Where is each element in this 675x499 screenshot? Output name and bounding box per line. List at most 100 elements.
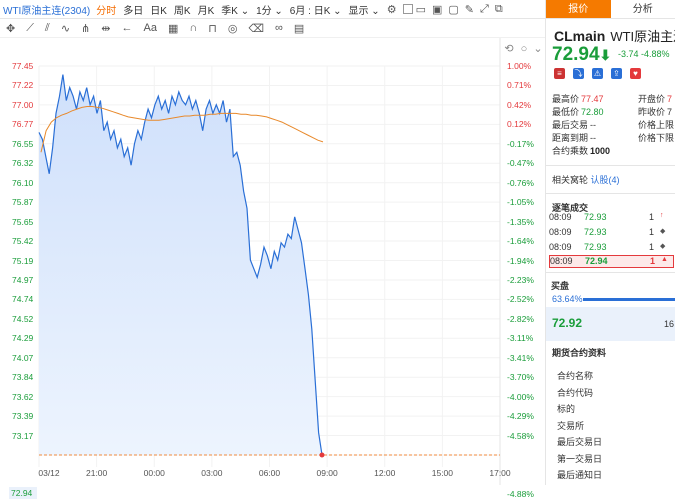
undo-icon[interactable]: ⟲ <box>504 43 513 55</box>
symbol-name: WTI原油主连 <box>610 29 675 44</box>
text-icon[interactable]: Aa <box>143 22 156 34</box>
futures-info-item: 合约代码 <box>557 386 593 399</box>
stat-value: 1000 <box>590 146 610 156</box>
y-tick-left: 77.45 <box>12 61 33 71</box>
window-icon[interactable]: ▢ <box>448 3 458 16</box>
chart-badge-icon[interactable]: ⤵ <box>573 68 584 79</box>
y-tick-left: 76.55 <box>12 139 33 149</box>
related-label: 相关窝轮 <box>552 175 588 185</box>
last-price: 72.94⬇ <box>552 44 611 66</box>
tab-intraday[interactable]: 分时 <box>96 2 116 17</box>
y-tick-right: 0.42% <box>507 100 531 110</box>
stat-key: 最低价 <box>552 107 579 117</box>
link-icon[interactable]: ∞ <box>275 22 283 34</box>
magnet-icon[interactable]: ∩ <box>189 22 197 34</box>
trade-direction-icon: ◆ <box>660 227 665 235</box>
y-tick-left: 77.22 <box>12 80 33 90</box>
price-change: -3.74 -4.88% <box>618 49 670 59</box>
trade-direction-icon: ↑ <box>660 212 664 219</box>
range-dropdown[interactable]: 6月 : 日K ⌄ <box>290 2 342 17</box>
fork-icon[interactable]: ⋔ <box>81 22 90 35</box>
symbol-code: CLmain <box>554 28 605 44</box>
quote-panel: 报价 分析 CLmainWTI原油主连 72.94⬇ -3.74 -4.88% … <box>545 0 675 485</box>
stat-key: 距离到期 <box>552 133 588 143</box>
collapse-icon[interactable]: ⌄ <box>533 43 542 55</box>
tab-quote[interactable]: 报价 <box>546 0 611 18</box>
circle-icon[interactable]: ○ <box>521 43 528 55</box>
resize-icon[interactable]: ⤢ <box>480 3 489 16</box>
futures-info-item: 最后通知日 <box>557 468 602 481</box>
down-arrow-icon: ⬇ <box>600 47 612 63</box>
crosshair-icon[interactable]: ✥ <box>6 22 15 35</box>
tab-daily-k[interactable]: 日K <box>150 2 167 17</box>
x-tick: 15:00 <box>432 468 453 478</box>
instrument-title[interactable]: WTI原油主连(2304) <box>3 2 90 17</box>
stat-item: 距离到期-- <box>552 131 596 144</box>
layers-icon[interactable]: ▤ <box>294 22 304 35</box>
stat-value: 7 <box>667 107 672 117</box>
badge-icons: ≡ ⤵ ⚠ ⇪ ♥ <box>554 68 649 79</box>
favorite-heart-icon[interactable]: ♥ <box>630 68 641 79</box>
lock-icon[interactable]: ⊓ <box>208 22 217 35</box>
trade-time: 08:09 <box>550 256 573 266</box>
trade-price: 72.93 <box>584 242 607 252</box>
related-link[interactable]: 认股(4) <box>591 175 620 185</box>
bid-ratio-bar <box>583 298 675 301</box>
y-tick-left: 77.00 <box>12 100 33 110</box>
tab-quarterly-k[interactable]: 季K ⌄ <box>221 2 249 17</box>
y-tick-left: 73.62 <box>12 392 33 402</box>
y-tick-left: 75.65 <box>12 217 33 227</box>
arrow-icon[interactable]: ← <box>121 22 132 34</box>
tab-analysis[interactable]: 分析 <box>611 0 675 18</box>
alert-badge-icon[interactable]: ⚠ <box>592 68 603 79</box>
bid-pct: 63.64% <box>552 294 583 304</box>
bid-price: 72.92 <box>552 316 582 330</box>
display-dropdown[interactable]: 显示 ⌄ <box>349 2 380 17</box>
eye-icon[interactable]: ◎ <box>228 22 238 35</box>
chart-svg: ⟲ ○ ⌄ <box>0 38 545 485</box>
stat-value: -- <box>590 120 596 130</box>
y-tick-right: -0.76% <box>507 178 534 188</box>
trendline-icon[interactable]: ⟋ <box>26 22 34 35</box>
stat-item-2: 价格下限 <box>638 131 675 144</box>
y-tick-right: -1.05% <box>507 197 534 207</box>
share-badge-icon[interactable]: ⇪ <box>611 68 622 79</box>
tab-multiday[interactable]: 多日 <box>123 2 143 17</box>
stat-key: 价格下限 <box>638 133 674 143</box>
channel-icon[interactable]: ⫽ <box>45 22 50 35</box>
tab-weekly-k[interactable]: 周K <box>174 2 191 17</box>
symbol-heading: CLmain WTI原油主连 <box>554 26 675 45</box>
x-tick: 17:00 <box>489 468 510 478</box>
futures-info-item: 最后交易日 <box>557 435 602 448</box>
checkbox-icon[interactable] <box>403 4 413 14</box>
stat-value: -- <box>590 133 596 143</box>
tab-monthly-k[interactable]: 月K <box>198 2 215 17</box>
x-tick: 21:00 <box>86 468 107 478</box>
y-tick-left: 75.87 <box>12 197 33 207</box>
y-tick-right: -2.82% <box>507 314 534 324</box>
delete-icon[interactable]: ⌫ <box>248 22 264 35</box>
layout-icon[interactable]: ▭ <box>416 3 426 16</box>
grid-icon[interactable]: ▦ <box>168 22 178 35</box>
us-flag-icon: ≡ <box>554 68 565 79</box>
wave-icon[interactable]: ∿ <box>61 22 70 35</box>
y-tick-right: -0.17% <box>507 139 534 149</box>
y-tick-right: -4.00% <box>507 392 534 402</box>
trade-direction-icon: ▲ <box>661 256 668 263</box>
y-tick-right: -2.52% <box>507 294 534 304</box>
x-tick: 03:00 <box>201 468 222 478</box>
pencil-icon[interactable]: ✎ <box>465 3 474 16</box>
settings-gear-icon[interactable]: ⚙ <box>387 3 397 16</box>
restore-icon[interactable]: ⧉ <box>495 3 503 16</box>
measure-icon[interactable]: ⇹ <box>101 22 110 35</box>
stat-key: 合约乘数 <box>552 146 588 156</box>
y-tick-left: 75.42 <box>12 236 33 246</box>
trade-time: 08:09 <box>549 242 572 252</box>
interval-dropdown[interactable]: 1分 ⌄ <box>256 2 283 17</box>
stat-key: 最后交易 <box>552 120 588 130</box>
camera-icon[interactable]: ▣ <box>432 3 442 16</box>
